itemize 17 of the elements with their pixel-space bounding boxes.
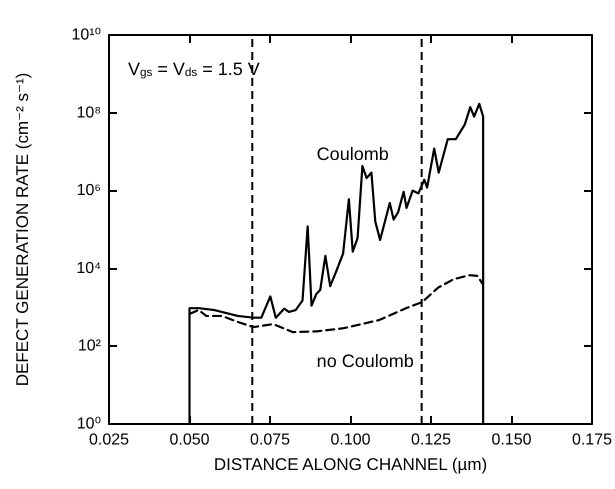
series-label: no Coulomb — [316, 351, 414, 372]
series-label: Coulomb — [316, 144, 389, 164]
y-tick-label: 10⁸ — [76, 104, 101, 122]
x-tick-label: 0.150 — [491, 432, 532, 448]
x-tick-label: 0.025 — [88, 432, 130, 448]
x-tick-label: 0.075 — [250, 432, 290, 448]
y-tick-label: 10⁰ — [76, 416, 101, 432]
x-tick-label: 0.125 — [410, 432, 452, 448]
x-tick-label: 0.100 — [330, 432, 371, 448]
x-axis-title: DISTANCE ALONG CHANNEL (µm) — [214, 455, 488, 474]
y-tick-label: 10⁶ — [76, 182, 101, 200]
y-tick-label: 10¹⁰ — [71, 26, 101, 44]
y-tick-label: 10⁴ — [76, 260, 102, 277]
y-axis-title: DEFECT GENERATION RATE (cm⁻² s⁻¹) — [13, 72, 32, 386]
y-tick-label: 10² — [78, 338, 102, 355]
x-tick-label: 0.175 — [572, 432, 612, 448]
x-tick-label: 0.050 — [169, 432, 210, 448]
